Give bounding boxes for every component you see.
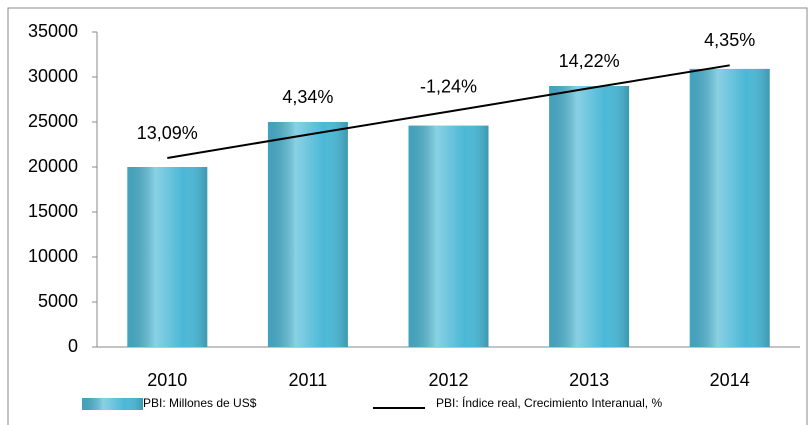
annotation: 14,22% <box>559 51 620 71</box>
y-tick-label: 25000 <box>28 111 78 131</box>
legend-label: PBI: Índice real, Crecimiento Interanual… <box>436 395 662 410</box>
y-tick-label: 0 <box>68 336 78 356</box>
annotation: 4,35% <box>704 30 755 50</box>
legend-swatch-shine <box>82 398 143 410</box>
legend-label: PBI: Millones de US$ <box>143 396 257 410</box>
x-tick-label: 2014 <box>710 370 750 390</box>
y-tick-label: 20000 <box>28 156 78 176</box>
y-tick-label: 10000 <box>28 246 78 266</box>
bar-shine <box>689 68 770 348</box>
annotation: 4,34% <box>282 87 333 107</box>
y-tick-label: 30000 <box>28 66 78 86</box>
x-tick-label: 2012 <box>428 370 468 390</box>
y-tick-label: 35000 <box>28 21 78 41</box>
annotation: 13,09% <box>137 123 198 143</box>
chart-border <box>7 7 808 425</box>
line <box>167 64 730 159</box>
annotation: -1,24% <box>420 76 477 96</box>
x-tick-label: 2013 <box>569 370 609 390</box>
bar-shine <box>267 122 348 347</box>
bar-shine <box>127 167 208 347</box>
x-tick-label: 2011 <box>289 370 328 390</box>
bar-shine <box>408 125 489 347</box>
y-tick-label: 5000 <box>38 291 78 311</box>
bar-shine <box>549 86 630 347</box>
x-tick-label: 2010 <box>147 370 187 390</box>
y-tick-label: 15000 <box>28 201 78 221</box>
